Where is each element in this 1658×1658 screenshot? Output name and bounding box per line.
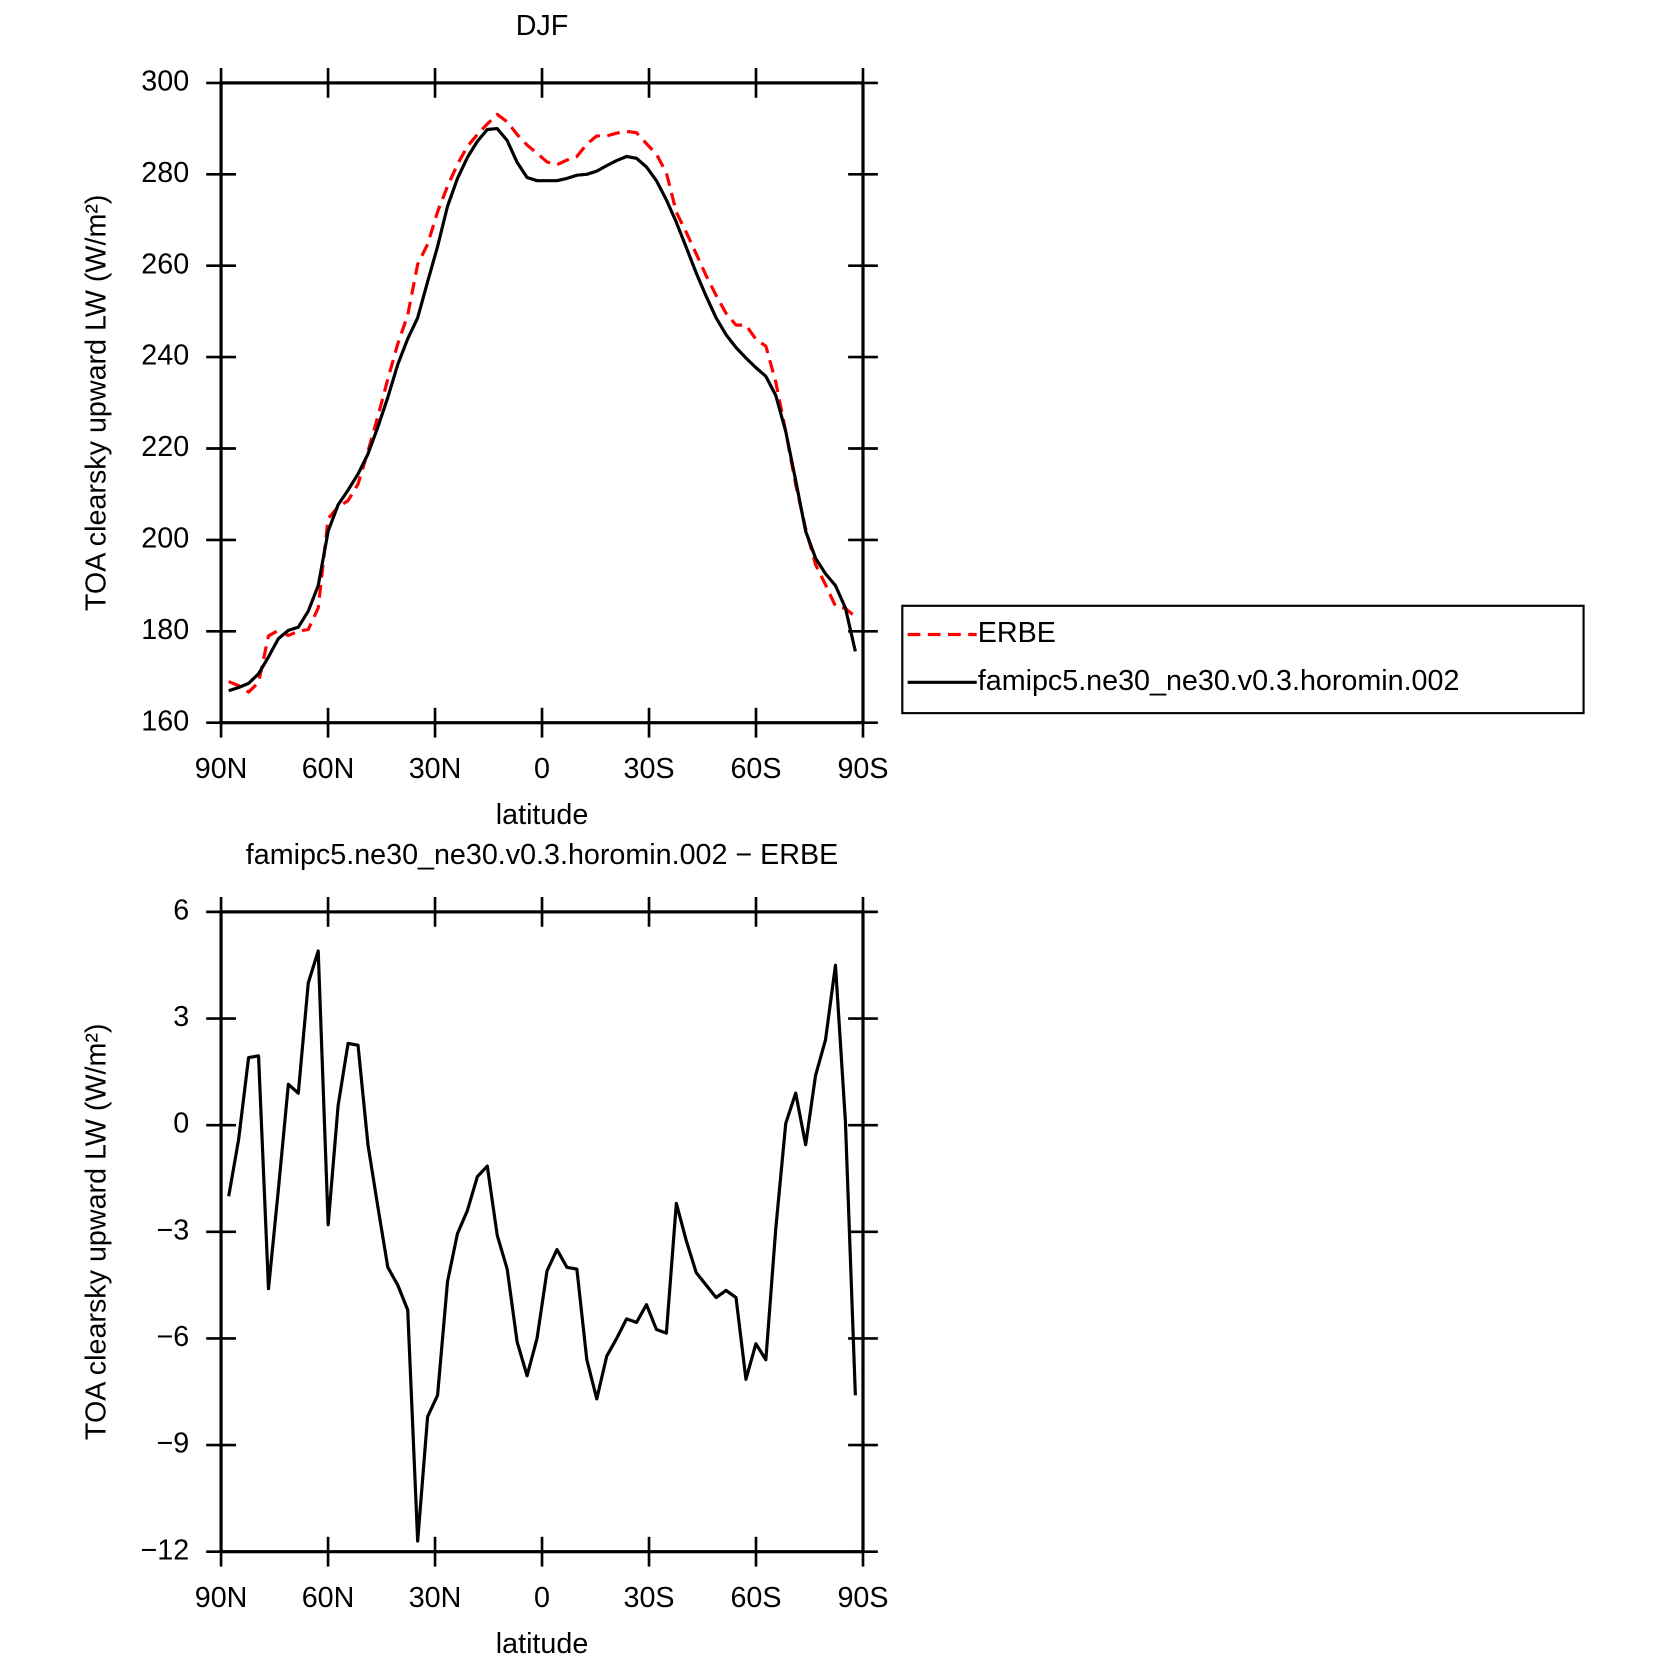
y-tick-label: 280 (141, 157, 189, 189)
plot-group: DJF latitude TOA clearsky upward LW (W/m²)… (80, 10, 1585, 1658)
data-line (228, 112, 857, 694)
y-tick-label: 300 (141, 65, 189, 97)
x-tick-label: 60S (730, 753, 781, 785)
y-axis-title: TOA clearsky upward LW (W/m²) (80, 1024, 112, 1441)
legend-label: ERBE (978, 617, 1056, 649)
x-axis-title: latitude (496, 1628, 589, 1658)
legend-box (901, 604, 1585, 715)
chart-title: DJF (516, 10, 569, 42)
data-line (227, 949, 857, 1543)
x-tick-label: 60S (730, 1582, 781, 1614)
y-tick-label: 200 (141, 522, 189, 554)
x-tick-label: 90S (837, 753, 888, 785)
legend-label: famipc5.ne30_ne30.v0.3.horomin.002 (978, 665, 1460, 697)
x-tick-label: 60N (302, 1582, 355, 1614)
y-axis-title: TOA clearsky upward LW (W/m²) (80, 195, 112, 612)
x-tick-label: 90S (837, 1582, 888, 1614)
x-tick-label: 30N (409, 1582, 462, 1614)
x-tick-label: 90N (195, 753, 248, 785)
x-tick-label: 60N (302, 753, 355, 785)
x-tick-label: 30N (409, 753, 462, 785)
y-tick-label: 220 (141, 431, 189, 463)
chart-title: famipc5.ne30_ne30.v0.3.horomin.002 − ERB… (246, 839, 838, 871)
x-tick-label: 90N (195, 1582, 248, 1614)
y-tick-label: −12 (141, 1534, 190, 1566)
data-line (228, 127, 857, 693)
y-tick-label: −9 (156, 1428, 189, 1460)
x-tick-label: 30S (623, 1582, 674, 1614)
x-tick-label: 0 (534, 753, 550, 785)
x-tick-label: 30S (623, 753, 674, 785)
y-tick-label: 180 (141, 614, 189, 646)
x-axis-title: latitude (496, 799, 589, 831)
y-tick-label: −6 (156, 1321, 189, 1353)
y-tick-label: −3 (156, 1214, 189, 1246)
y-tick-label: 260 (141, 248, 189, 280)
y-tick-label: 3 (173, 1001, 189, 1033)
y-tick-label: 160 (141, 705, 189, 737)
y-tick-label: 0 (173, 1108, 189, 1140)
y-tick-label: 240 (141, 340, 189, 372)
y-tick-label: 6 (173, 894, 189, 926)
x-tick-label: 0 (534, 1582, 550, 1614)
